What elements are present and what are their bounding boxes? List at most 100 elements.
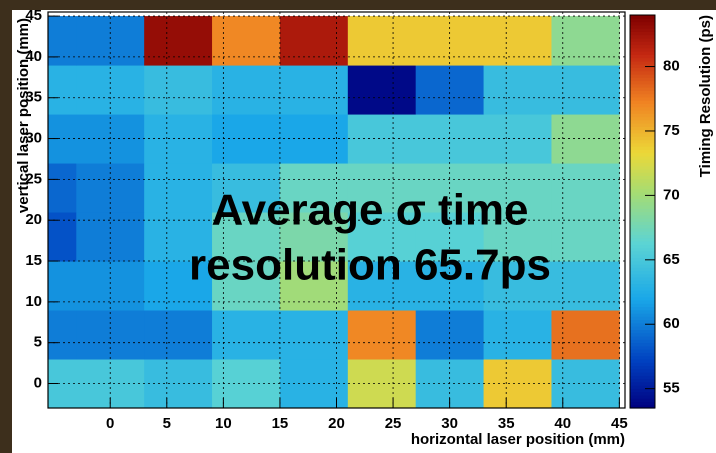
colorbar-segment	[630, 123, 655, 127]
colorbar-segment	[630, 208, 655, 213]
x-tick-label: 15	[272, 415, 289, 432]
colorbar-segment	[630, 51, 655, 55]
heatmap-cell	[144, 16, 213, 66]
colorbar-segment	[630, 309, 655, 314]
colorbar-segment	[630, 77, 655, 82]
heatmap-cell	[483, 163, 552, 213]
colorbar-segment	[630, 195, 655, 199]
colorbar-segment	[630, 211, 655, 216]
colorbar-segment	[630, 263, 655, 268]
colorbar-segment	[630, 381, 655, 386]
heatmap-cell	[551, 310, 620, 360]
colorbar-segment	[630, 306, 655, 311]
heatmap-cell	[347, 65, 417, 115]
colorbar-segment	[630, 168, 655, 173]
colorbar-segment	[630, 296, 655, 301]
colorbar-segment	[630, 349, 655, 353]
heatmap-cell	[48, 163, 77, 213]
colorbar-segment	[630, 218, 655, 222]
colorbar-segment	[630, 214, 655, 219]
y-tick-label: 35	[25, 89, 42, 106]
colorbar-segment	[630, 326, 655, 330]
heatmap-cell	[347, 310, 417, 360]
y-tick-label: 40	[25, 48, 42, 65]
colorbar-segment	[630, 188, 655, 193]
colorbar-segment	[630, 345, 655, 350]
annotation: resolution 65.7ps	[189, 241, 551, 290]
colorbar-segment	[630, 15, 655, 19]
y-tick-label: 15	[25, 252, 42, 269]
colorbar-segment	[630, 136, 655, 141]
colorbar-segment	[630, 365, 655, 370]
colorbar-segment	[630, 378, 655, 383]
colorbar-segment	[630, 44, 655, 49]
colorbar-segment	[630, 80, 655, 85]
heatmap-cell	[48, 65, 77, 115]
colorbar-segment	[630, 319, 655, 324]
colorbar-segment	[630, 28, 655, 32]
y-tick-label: 5	[34, 334, 42, 351]
colorbar-segment	[630, 335, 655, 340]
colorbar-segment	[630, 355, 655, 360]
heatmap-cell	[551, 163, 620, 213]
colorbar-segment	[630, 339, 655, 344]
colorbar-segment	[630, 290, 655, 294]
colorbar-segment	[630, 204, 655, 209]
colorbar-segment	[630, 129, 655, 134]
colorbar-segment	[630, 87, 655, 91]
colorbar-segment	[630, 175, 655, 180]
colorbar-segment	[630, 313, 655, 317]
heatmap-cell	[279, 16, 349, 66]
colorbar-segment	[630, 224, 655, 229]
heatmap-cell	[483, 65, 552, 115]
colorbar-segment	[630, 299, 655, 304]
heatmap-cell	[279, 65, 349, 115]
colorbar-segment	[630, 404, 655, 409]
heatmap-cell	[551, 212, 620, 262]
colorbar-segment	[630, 90, 655, 95]
colorbar-segment	[630, 47, 655, 52]
colorbar-segment	[630, 240, 655, 245]
colorbar-segment	[630, 221, 655, 226]
colorbar-segment	[630, 257, 655, 262]
y-tick-label: 45	[25, 7, 42, 24]
colorbar-segment	[630, 116, 655, 121]
heatmap-cell	[347, 16, 417, 66]
y-tick-label: 25	[25, 170, 42, 187]
colorbar-segment	[630, 280, 655, 285]
colorbar-segment	[630, 329, 655, 334]
colorbar-segment	[630, 244, 655, 249]
heatmap-cell	[144, 310, 213, 360]
colorbar-segment	[630, 368, 655, 373]
x-tick-label: 30	[441, 415, 458, 432]
colorbar-segment	[630, 198, 655, 203]
colorbar-segment	[630, 109, 655, 114]
colorbar-segment	[630, 96, 655, 101]
heatmap-cell	[76, 212, 145, 262]
x-axis-title: horizontal laser position (mm)	[411, 431, 625, 448]
x-tick-label: 0	[106, 415, 114, 432]
colorbar-segment	[630, 358, 655, 363]
heatmap-cell	[551, 261, 620, 311]
colorbar-segment	[630, 270, 655, 275]
heatmap-cell	[551, 65, 620, 115]
x-tick-label: 5	[163, 415, 171, 432]
colorbar-tick-label: 65	[663, 251, 680, 268]
colorbar-segment	[630, 273, 655, 278]
heatmap-cell	[212, 114, 281, 164]
colorbar-segment	[630, 119, 655, 124]
heatmap-cell	[279, 163, 349, 213]
colorbar-segment	[630, 54, 655, 59]
y-tick-label: 0	[34, 374, 42, 391]
y-tick-label: 20	[25, 211, 42, 228]
y-tick-label: 30	[25, 130, 42, 147]
heatmap-cell	[144, 65, 213, 115]
colorbar-segment	[630, 303, 655, 308]
colorbar-segment	[630, 37, 655, 42]
heatmap-cell	[212, 65, 281, 115]
annotation: Average σ time	[211, 186, 528, 235]
colorbar-segment	[630, 31, 655, 36]
colorbar-segment	[630, 332, 655, 337]
colorbar-segment	[630, 159, 655, 163]
colorbar-segment	[630, 60, 655, 65]
